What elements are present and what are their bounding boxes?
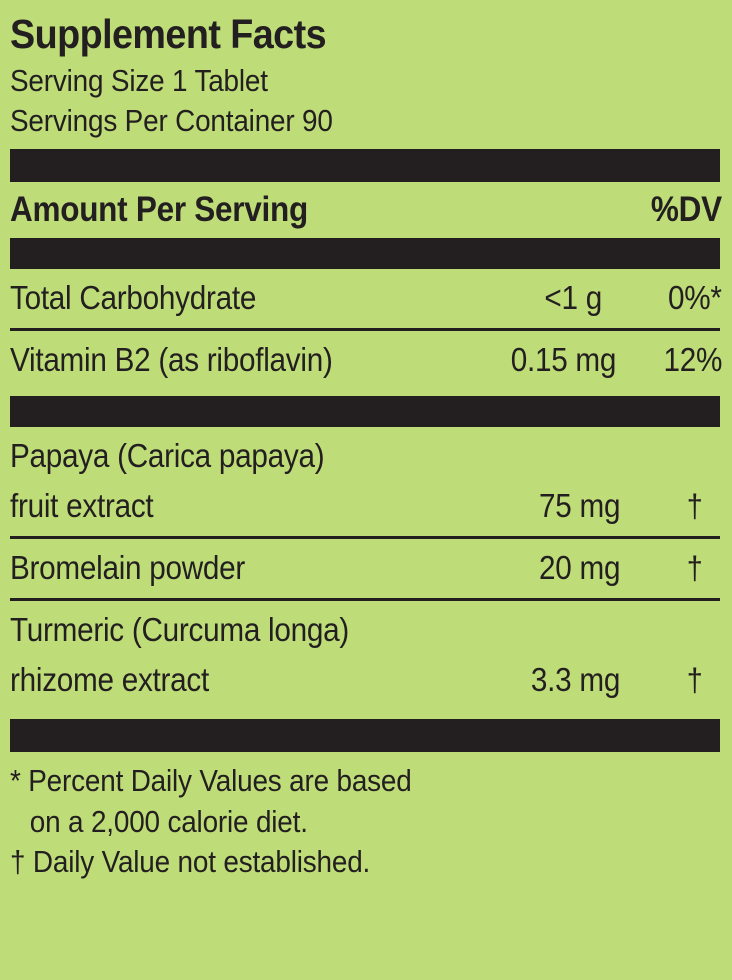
nutrient-amount: <1 g [544, 279, 602, 317]
serving-size-text: Serving Size 1 Tablet [10, 63, 268, 98]
daily-value-label: %DV [651, 190, 722, 230]
ingredient-name-line2: rhizome extract [10, 661, 209, 699]
ingredient-daily-value: † [686, 550, 702, 587]
spacer [10, 140, 720, 149]
ingredient-name-line1: Papaya (Carica papaya) [10, 437, 325, 475]
divider-bar-thick-top [10, 149, 720, 183]
table-header-row: Amount Per Serving %DV [10, 182, 722, 238]
footnotes: * Percent Daily Values are based on a 2,… [10, 752, 720, 882]
divider-bar-mid-header [10, 238, 720, 270]
ingredient-name-line1: Bromelain powder [10, 549, 246, 587]
ingredient-name-line2: fruit extract [10, 487, 154, 525]
ingredient-daily-value: † [686, 488, 702, 525]
table-row: Total Carbohydrate <1 g 0%* [10, 269, 722, 328]
nutrient-amount: 0.15 mg [510, 341, 617, 379]
amount-per-serving-label: Amount Per Serving [10, 190, 308, 230]
nutrient-name: Total Carbohydrate [10, 279, 257, 317]
ingredient-amount: 3.3 mg [530, 661, 620, 699]
table-row: Papaya (Carica papaya) fruit extract 75 … [10, 427, 720, 536]
footnote-percent-dv-line2: on a 2,000 calorie diet. [29, 803, 308, 839]
nutrient-daily-value: 12% [663, 341, 722, 379]
nutrient-daily-value: 0%* [668, 279, 722, 317]
ingredient-name-line1: Turmeric (Curcuma longa) [10, 611, 350, 649]
divider-bar-thick-bottom [10, 719, 720, 753]
spacer [10, 710, 720, 719]
ingredient-amount: 20 mg [538, 549, 620, 587]
divider-rule-thin [10, 328, 720, 332]
divider-rule-thin [10, 598, 720, 602]
ingredient-daily-value: † [686, 662, 702, 699]
footnote-percent-dv-line1: * Percent Daily Values are based [10, 763, 412, 799]
table-row: Vitamin B2 (as riboflavin) 0.15 mg 12% [10, 331, 722, 390]
table-row: Bromelain powder 20 mg † [10, 539, 720, 598]
page-title: Supplement Facts [10, 11, 327, 57]
divider-bar-mid-blend [10, 396, 720, 428]
divider-rule-thin [10, 536, 720, 540]
servings-per-container-text: Servings Per Container 90 [10, 102, 333, 138]
ingredient-amount: 75 mg [538, 487, 620, 525]
nutrient-name: Vitamin B2 (as riboflavin) [10, 341, 333, 379]
table-row: Turmeric (Curcuma longa) rhizome extract… [10, 601, 720, 710]
footnote-dagger: † Daily Value not established. [10, 843, 371, 879]
